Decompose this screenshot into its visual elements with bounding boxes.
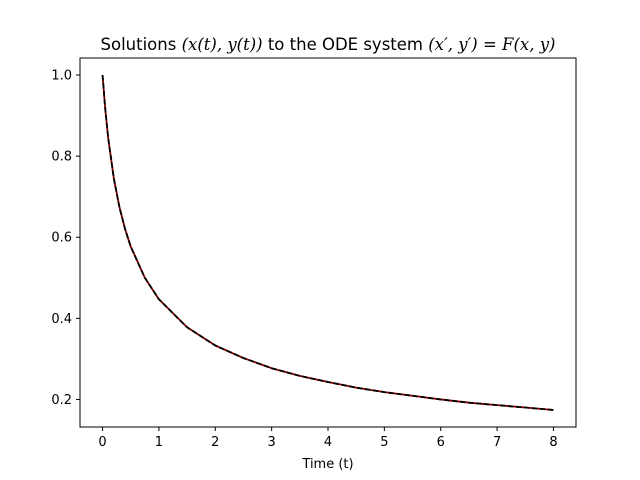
- x-tick-label: 3: [267, 435, 275, 450]
- x-tick-label: 5: [380, 435, 388, 450]
- y-tick-label: 1.0: [51, 69, 72, 84]
- x-tick-label: 6: [437, 435, 445, 450]
- y-tick-label: 0.4: [51, 312, 72, 327]
- x-tick-label: 4: [324, 435, 332, 450]
- x-tick-label: 8: [549, 435, 557, 450]
- x-axis: 0 1 2 3 4 5 6 7 8: [98, 427, 558, 450]
- y-tick-label: 0.6: [51, 231, 72, 246]
- x-axis-label: Time (t): [301, 457, 353, 472]
- x-tick-label: 2: [211, 435, 219, 450]
- x-tick-label: 7: [493, 435, 501, 450]
- x-tick-label: 0: [98, 435, 106, 450]
- title-math-solution: (x(t), y(t)): [182, 35, 263, 54]
- series-line-dashed: [101, 74, 554, 411]
- title-prefix: Solutions: [101, 35, 182, 54]
- series-layer: [101, 74, 554, 411]
- x-tick-label: 1: [155, 435, 163, 450]
- title-middle: to the ODE system: [263, 35, 429, 54]
- chart-title: Solutions (x(t), y(t)) to the ODE system…: [101, 35, 556, 54]
- y-tick-label: 0.8: [51, 150, 72, 165]
- title-math-system: (x′, y′) = F(x, y): [428, 35, 555, 54]
- y-axis: 0.2 0.4 0.6 0.8 1.0: [51, 69, 80, 408]
- y-tick-label: 0.2: [51, 393, 72, 408]
